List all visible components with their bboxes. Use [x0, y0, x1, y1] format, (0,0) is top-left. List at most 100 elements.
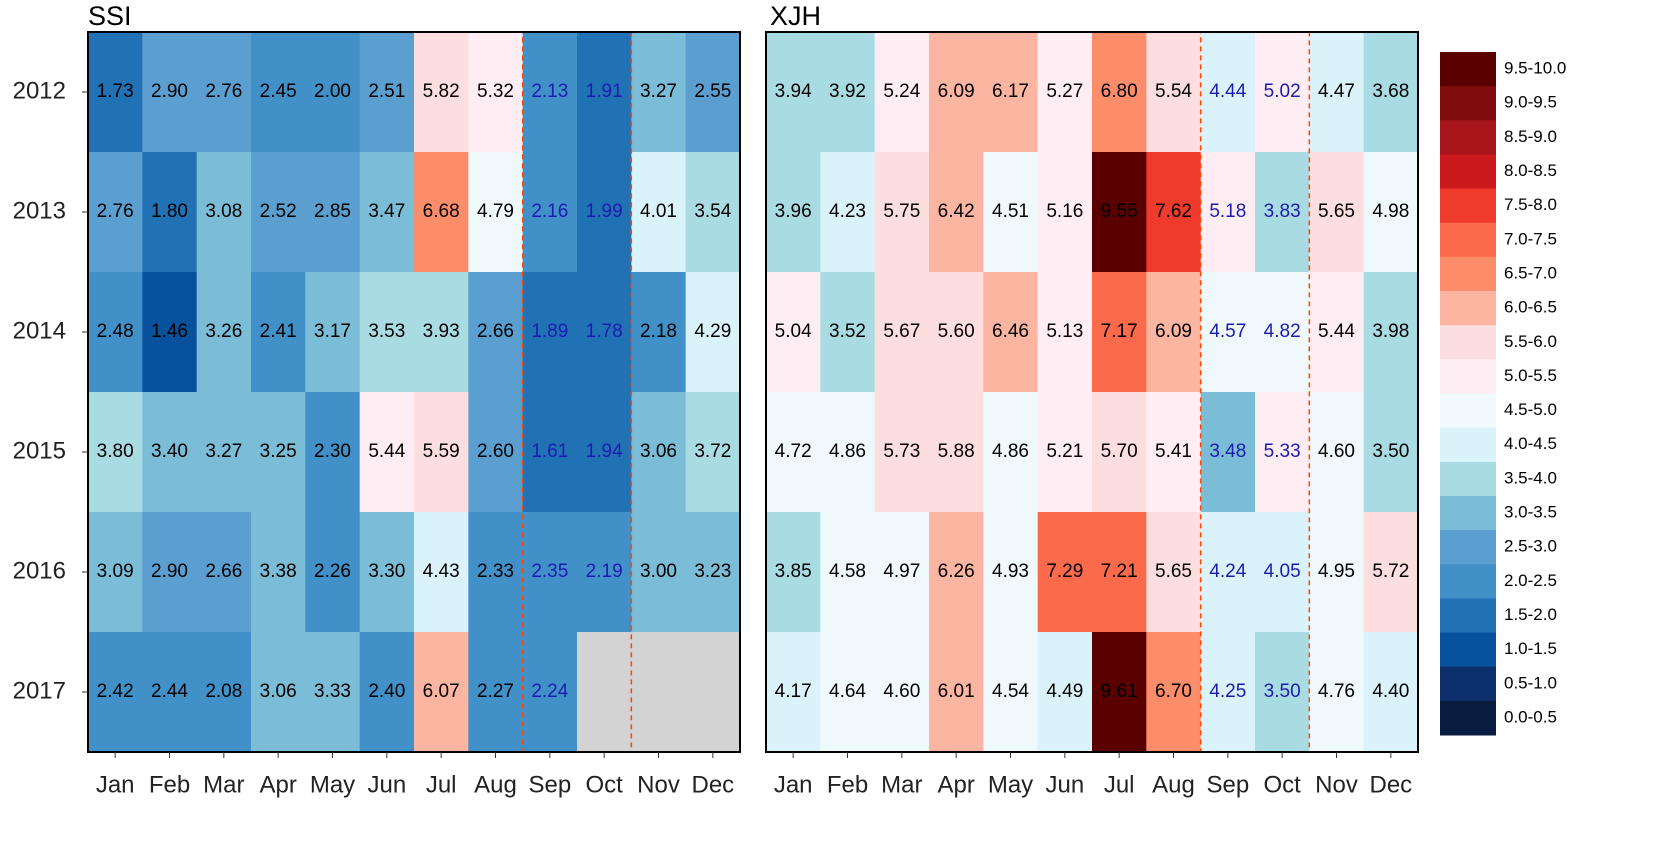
cell-label: 4.51: [992, 201, 1029, 222]
cell-label: 6.46: [992, 321, 1029, 342]
heat-cell: [1309, 392, 1365, 513]
cell-label: 3.08: [205, 201, 242, 222]
cell-label: 6.26: [938, 561, 975, 582]
heat-cell: [196, 32, 252, 153]
heat-cell: [414, 152, 469, 273]
x-tick-label: May: [310, 771, 355, 798]
legend-swatch: [1440, 154, 1496, 190]
x-tick-label: Mar: [881, 771, 922, 798]
cell-label: 2.90: [151, 81, 188, 102]
heat-cell: [142, 632, 198, 753]
heat-cell: [142, 32, 198, 153]
cell-label: 4.86: [992, 441, 1029, 462]
heat-cell: [142, 272, 198, 393]
cell-label: 3.52: [829, 321, 866, 342]
heat-cell: [983, 512, 1039, 633]
cell-label: 2.27: [477, 681, 514, 702]
heat-cell: [468, 32, 524, 153]
cell-label: 5.88: [938, 441, 975, 462]
cell-label: 5.82: [423, 81, 460, 102]
heat-cell: [1200, 152, 1256, 273]
heat-cell: [820, 392, 876, 513]
cell-label: 4.40: [1372, 681, 1409, 702]
heat-cell: [874, 152, 930, 273]
cell-label: 3.40: [151, 441, 188, 462]
cell-label: 6.09: [1155, 321, 1192, 342]
heat-cell: [468, 632, 524, 753]
cell-label: 5.27: [1046, 81, 1083, 102]
legend-swatch: [1440, 359, 1496, 394]
cell-label: 5.60: [938, 321, 975, 342]
cell-label: 2.66: [205, 561, 242, 582]
heat-cell: [251, 272, 306, 393]
cell-label: 3.54: [694, 201, 731, 222]
cell-label: 5.70: [1101, 441, 1138, 462]
heat-cell: [1309, 152, 1365, 273]
heat-cell: [766, 272, 821, 393]
heat-cell: [685, 152, 741, 273]
heat-cell: [196, 272, 252, 393]
heat-cell: [983, 32, 1039, 153]
cell-label: 2.66: [477, 321, 514, 342]
heat-cell: [251, 152, 306, 273]
cell-label: 3.94: [775, 81, 812, 102]
heat-cell: [1146, 512, 1202, 633]
legend-swatch: [1440, 495, 1496, 531]
cell-label: 7.21: [1101, 561, 1138, 582]
legend-swatch: [1440, 598, 1496, 634]
cell-label: 2.90: [151, 561, 188, 582]
cell-label: 4.98: [1372, 201, 1409, 222]
heat-cell: [359, 392, 415, 513]
cell-label: 1.80: [151, 201, 188, 222]
legend-swatch: [1440, 256, 1496, 292]
heat-cell: [251, 32, 306, 153]
cell-label: 3.00: [640, 561, 677, 582]
cell-label: 2.76: [97, 201, 134, 222]
heat-cell: [1092, 32, 1147, 153]
cell-label: 2.24: [531, 681, 568, 702]
heat-cell: [414, 272, 469, 393]
cell-label: 4.29: [694, 321, 731, 342]
cell-label: 3.27: [640, 81, 677, 102]
heat-cell: [874, 512, 930, 633]
cell-label: 5.33: [1264, 441, 1301, 462]
cell-label: 6.68: [423, 201, 460, 222]
heat-cell: [468, 152, 524, 273]
heat-cell: [631, 272, 687, 393]
cell-label: 3.23: [694, 561, 731, 582]
cell-label: 5.24: [883, 81, 920, 102]
cell-label: 2.19: [586, 561, 623, 582]
legend-label: 5.5-6.0: [1504, 332, 1557, 351]
legend-swatch: [1440, 52, 1496, 87]
cell-label: 3.17: [314, 321, 351, 342]
heat-cell: [874, 392, 930, 513]
cell-label: 7.62: [1155, 201, 1192, 222]
heat-cell: [142, 512, 198, 633]
legend-swatch: [1440, 86, 1496, 121]
heat-cell: [1363, 512, 1419, 633]
cell-label: 3.68: [1372, 81, 1409, 102]
legend-swatch: [1440, 700, 1496, 736]
heat-cell: [1037, 32, 1093, 153]
y-tick-label: 2017: [13, 677, 66, 704]
legend-label: 0.5-1.0: [1504, 673, 1557, 692]
x-tick-label: Jun: [1045, 771, 1084, 798]
cell-label: 2.16: [531, 201, 568, 222]
cell-label: 2.51: [368, 81, 405, 102]
cell-label: 3.47: [368, 201, 405, 222]
cell-label: 4.54: [992, 681, 1029, 702]
legend-label: 9.5-10.0: [1504, 59, 1566, 78]
heat-cell: [359, 272, 415, 393]
cell-label: 4.17: [775, 681, 812, 702]
heat-cell: [685, 32, 741, 153]
heat-cell: [766, 512, 821, 633]
legend-label: 7.0-7.5: [1504, 229, 1557, 248]
heat-cell: [766, 632, 821, 753]
cell-label: 3.98: [1372, 321, 1409, 342]
heat-cell: [685, 272, 741, 393]
heat-cell: [983, 152, 1039, 273]
heat-cell: [1309, 272, 1365, 393]
legend-label: 6.0-6.5: [1504, 298, 1557, 317]
heat-cell: [359, 512, 415, 633]
legend-swatch: [1440, 564, 1496, 599]
